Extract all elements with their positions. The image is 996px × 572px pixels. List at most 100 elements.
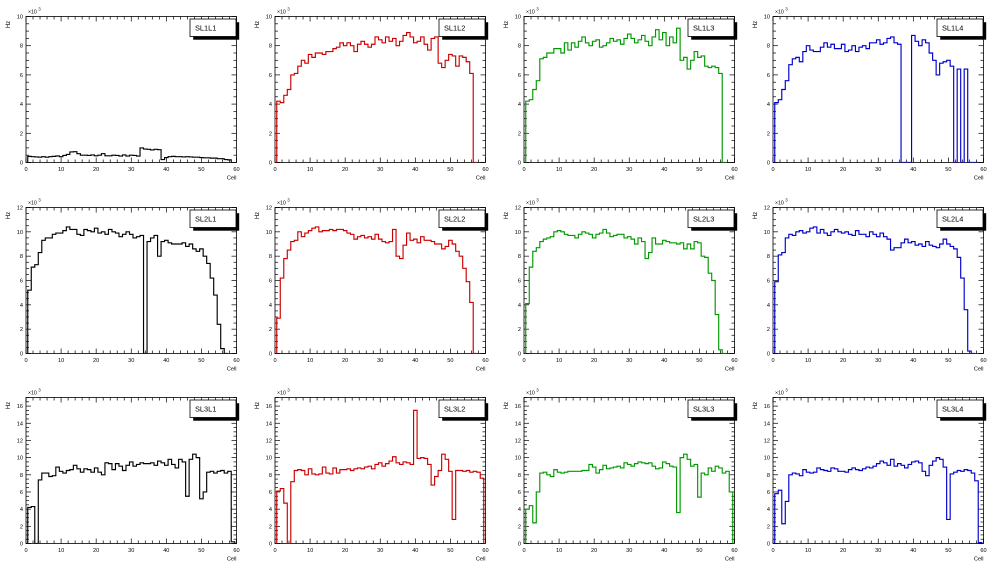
svg-text:60: 60 (731, 358, 737, 364)
histogram-panel-sl1l2: 0 10 20 30 40 50 60 0 2 4 6 8 10 Hz Cell ×10 3 SL1L2 (249, 0, 498, 191)
svg-text:10: 10 (764, 456, 770, 462)
svg-text:40: 40 (910, 167, 916, 173)
histogram-panel-sl2l2: 0 10 20 30 40 50 60 0 2 4 6 8 10 12 Hz Cell ×10 3 SL2L2 (249, 191, 498, 382)
svg-text:0: 0 (269, 160, 272, 166)
histogram-panel-sl3l2: 0 10 20 30 40 50 60 0 2 4 6 8 10 12 14 16 Hz Cell ×10 3 SL3L… (249, 381, 498, 572)
svg-text:10: 10 (764, 14, 770, 20)
svg-text:0: 0 (522, 167, 525, 173)
y-axis-title: Hz (753, 211, 759, 218)
svg-text:0: 0 (771, 548, 774, 554)
histogram-panel-sl1l1: 0 10 20 30 40 50 60 0 2 4 6 8 10 Hz Cell ×10 3 SL1L1 (0, 0, 249, 191)
y-axis-tick-labels: 0 2 4 6 8 10 12 14 16 (266, 404, 272, 547)
plot-canvas: 0 10 20 30 40 50 60 0 2 4 6 8 10 12 14 16 Hz Cell ×103 SL3L… (504, 387, 738, 563)
svg-text:12: 12 (266, 439, 272, 445)
svg-text:50: 50 (696, 548, 702, 554)
y-axis-exponent: ×10 (526, 390, 535, 396)
plot-canvas: 0 10 20 30 40 50 60 0 2 4 6 8 10 Hz Cell ×103 SL1L4 (753, 6, 987, 181)
svg-text:4: 4 (20, 302, 23, 308)
x-axis-title: Cell (725, 557, 735, 563)
x-axis-title: Cell (725, 366, 735, 372)
svg-text:30: 30 (875, 548, 881, 554)
svg-text:30: 30 (128, 548, 134, 554)
plot-canvas: 0 10 20 30 40 50 60 0 2 4 6 8 10 12 14 16 Hz Cell ×103 SL3L… (753, 387, 987, 562)
svg-text:4: 4 (518, 302, 521, 308)
y-axis-exponent-power: 3 (536, 387, 539, 392)
svg-text:2: 2 (20, 525, 23, 531)
svg-text:14: 14 (515, 421, 521, 427)
legend-label: SL1L2 (444, 24, 465, 33)
svg-text:6: 6 (518, 278, 521, 284)
y-axis-exponent: ×10 (28, 9, 37, 15)
plot-canvas: 0 10 20 30 40 50 60 0 2 4 6 8 10 12 Hz Cell ×103 SL2L4 (753, 197, 987, 372)
svg-text:20: 20 (93, 358, 99, 364)
x-axis-tick-labels: 0 10 20 30 40 50 60 (273, 167, 488, 173)
svg-text:8: 8 (518, 254, 521, 260)
y-axis-exponent-power: 3 (785, 197, 788, 202)
legend-frame (687, 18, 735, 37)
svg-text:50: 50 (198, 167, 204, 173)
legend-frame (438, 209, 486, 228)
svg-text:14: 14 (266, 421, 272, 427)
histogram-panel-sl2l4: 0 10 20 30 40 50 60 0 2 4 6 8 10 12 Hz Cell ×10 3 SL2L4 (747, 191, 996, 382)
svg-text:4: 4 (767, 302, 770, 308)
y-axis-title: Hz (6, 402, 12, 409)
y-axis-exponent: ×10 (775, 390, 784, 396)
svg-text:0: 0 (771, 358, 774, 364)
x-axis-ticks (523, 397, 735, 544)
svg-text:4: 4 (767, 102, 770, 108)
legend-box: SL2L2 (438, 209, 489, 231)
y-axis-exponent-power: 3 (785, 387, 788, 392)
svg-text:40: 40 (163, 358, 169, 364)
histogram-panel-sl3l4: 0 10 20 30 40 50 60 0 2 4 6 8 10 12 14 16 Hz Cell ×10 3 SL3L… (747, 381, 996, 572)
y-axis-exponent: ×10 (775, 9, 784, 15)
svg-text:8: 8 (269, 254, 272, 260)
svg-text:0: 0 (24, 548, 27, 554)
y-axis-exponent-power: 3 (785, 6, 788, 11)
y-axis-exponent: ×10 (277, 200, 286, 206)
svg-text:50: 50 (945, 548, 951, 554)
svg-text:0: 0 (522, 548, 525, 554)
x-axis-title: Cell (974, 175, 984, 181)
plot-canvas: 0 10 20 30 40 50 60 0 2 4 6 8 10 Hz Cell ×103 SL1L2 (255, 6, 489, 181)
svg-text:8: 8 (269, 473, 272, 479)
svg-text:10: 10 (556, 358, 562, 364)
y-axis-ticks (524, 16, 735, 163)
svg-text:0: 0 (269, 542, 272, 548)
svg-text:0: 0 (518, 160, 521, 166)
svg-text:0: 0 (20, 351, 23, 357)
legend-frame (189, 18, 237, 37)
y-axis-title: Hz (753, 21, 759, 28)
svg-text:6: 6 (20, 490, 23, 496)
svg-text:30: 30 (377, 548, 383, 554)
svg-text:30: 30 (626, 358, 632, 364)
svg-text:40: 40 (661, 548, 667, 554)
x-axis-title: Cell (476, 175, 486, 181)
y-axis-tick-labels: 0 2 4 6 8 10 12 (764, 205, 770, 357)
svg-text:12: 12 (515, 205, 521, 211)
y-axis-title: Hz (6, 211, 12, 218)
svg-text:14: 14 (764, 421, 770, 427)
x-axis-tick-labels: 0 10 20 30 40 50 60 (522, 358, 737, 364)
svg-text:2: 2 (767, 327, 770, 333)
legend-frame (687, 399, 735, 419)
svg-text:0: 0 (767, 351, 770, 357)
legend-label: SL1L1 (195, 24, 216, 33)
svg-text:2: 2 (269, 525, 272, 531)
legend-box: SL2L4 (936, 209, 987, 231)
svg-text:10: 10 (266, 229, 272, 235)
y-axis-exponent-power: 3 (287, 197, 290, 202)
svg-text:4: 4 (269, 302, 272, 308)
svg-text:2: 2 (518, 327, 521, 333)
svg-text:40: 40 (412, 167, 418, 173)
plot-canvas: 0 10 20 30 40 50 60 0 2 4 6 8 10 Hz Cell ×103 SL1L3 (504, 6, 738, 181)
legend-label: SL3L4 (942, 405, 963, 414)
legend-frame (936, 18, 984, 37)
y-axis-exponent-power: 3 (38, 6, 41, 11)
x-axis-title: Cell (476, 366, 486, 372)
y-axis-title: Hz (504, 402, 510, 409)
svg-text:2: 2 (518, 525, 521, 531)
svg-text:20: 20 (591, 358, 597, 364)
svg-text:50: 50 (447, 167, 453, 173)
svg-text:4: 4 (767, 507, 770, 513)
